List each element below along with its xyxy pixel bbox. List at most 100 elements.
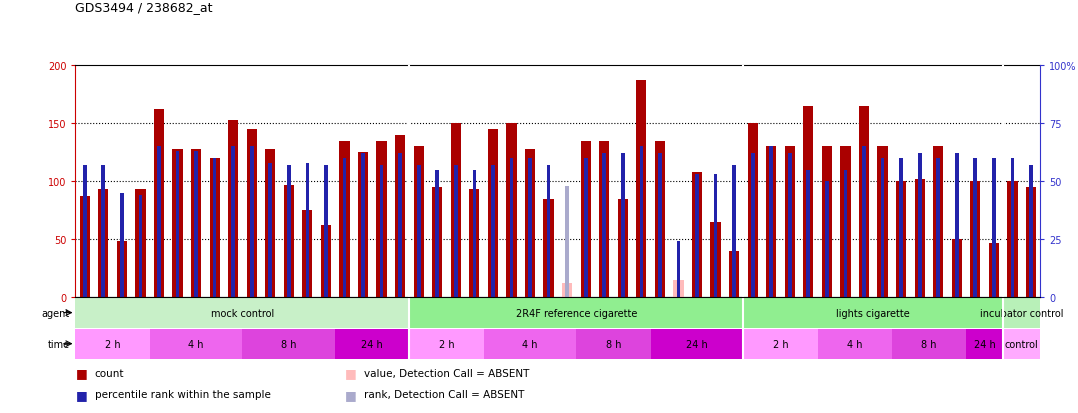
Bar xyxy=(710,222,721,297)
Bar xyxy=(732,166,736,297)
Bar xyxy=(955,154,958,297)
Bar xyxy=(937,159,940,297)
Text: percentile rank within the sample: percentile rank within the sample xyxy=(95,389,271,399)
Text: agent: agent xyxy=(42,308,70,318)
Bar xyxy=(621,154,624,297)
Bar xyxy=(528,159,531,297)
Bar xyxy=(340,141,349,297)
Bar xyxy=(636,81,647,297)
Text: ■: ■ xyxy=(75,366,87,379)
Bar xyxy=(677,242,680,297)
Bar xyxy=(98,190,109,297)
Bar xyxy=(599,141,609,297)
Bar xyxy=(618,199,627,297)
Bar xyxy=(750,154,755,297)
Bar xyxy=(744,298,1004,328)
Bar xyxy=(432,188,442,297)
Bar xyxy=(232,147,235,297)
Bar xyxy=(379,166,384,297)
Bar xyxy=(973,159,977,297)
Bar xyxy=(714,175,718,297)
Bar xyxy=(287,166,291,297)
Bar xyxy=(992,159,996,297)
Bar xyxy=(469,190,480,297)
Bar xyxy=(859,107,869,297)
Bar xyxy=(841,147,851,297)
Bar xyxy=(358,153,369,297)
Bar xyxy=(209,159,220,297)
Bar xyxy=(194,152,198,297)
Bar xyxy=(547,166,551,297)
Bar xyxy=(565,186,569,297)
Bar xyxy=(881,159,884,297)
Bar xyxy=(1007,182,1018,297)
Text: value, Detection Call = ABSENT: value, Detection Call = ABSENT xyxy=(364,368,529,378)
Text: 2 h: 2 h xyxy=(773,339,788,349)
Bar xyxy=(154,110,164,297)
Bar xyxy=(75,298,410,328)
Bar xyxy=(695,175,699,297)
Bar xyxy=(507,124,516,297)
Bar xyxy=(914,179,925,297)
Text: 2 h: 2 h xyxy=(439,339,454,349)
Bar xyxy=(821,147,832,297)
Bar xyxy=(803,107,814,297)
Bar xyxy=(584,159,588,297)
Bar xyxy=(654,141,665,297)
Bar xyxy=(75,329,150,358)
Text: rank, Detection Call = ABSENT: rank, Detection Call = ABSENT xyxy=(364,389,525,399)
Bar xyxy=(692,173,702,297)
Bar xyxy=(361,154,364,297)
Text: GDS3494 / 238682_at: GDS3494 / 238682_at xyxy=(75,2,213,14)
Text: 4 h: 4 h xyxy=(847,339,862,349)
Text: ■: ■ xyxy=(345,388,357,401)
Bar xyxy=(896,182,907,297)
Bar xyxy=(212,159,217,297)
Bar xyxy=(562,283,572,297)
Bar xyxy=(376,141,387,297)
Bar xyxy=(989,243,999,297)
Text: 2 h: 2 h xyxy=(105,339,121,349)
Bar xyxy=(101,166,106,297)
Bar xyxy=(817,329,892,358)
Text: ■: ■ xyxy=(345,366,357,379)
Bar xyxy=(892,329,966,358)
Bar xyxy=(488,130,498,297)
Bar xyxy=(410,298,744,328)
Bar xyxy=(414,147,424,297)
Bar xyxy=(1026,188,1036,297)
Bar xyxy=(862,147,866,297)
Bar xyxy=(1010,159,1014,297)
Bar xyxy=(172,150,182,297)
Bar xyxy=(83,166,86,297)
Text: 8 h: 8 h xyxy=(922,339,937,349)
Text: count: count xyxy=(95,368,124,378)
Bar xyxy=(247,130,257,297)
Bar xyxy=(176,152,179,297)
Bar xyxy=(305,163,309,297)
Bar xyxy=(744,329,817,358)
Bar xyxy=(454,166,458,297)
Bar xyxy=(139,196,142,297)
Bar xyxy=(302,211,313,297)
Bar xyxy=(150,329,243,358)
Bar xyxy=(581,141,591,297)
Text: 2R4F reference cigarette: 2R4F reference cigarette xyxy=(515,308,637,318)
Bar xyxy=(250,147,253,297)
Bar xyxy=(472,170,476,297)
Bar xyxy=(116,242,127,297)
Text: 8 h: 8 h xyxy=(606,339,621,349)
Bar xyxy=(510,159,513,297)
Bar xyxy=(844,170,847,297)
Bar xyxy=(321,225,331,297)
Bar xyxy=(639,147,644,297)
Bar xyxy=(191,150,202,297)
Bar xyxy=(970,182,980,297)
Bar xyxy=(265,150,275,297)
Bar xyxy=(395,135,405,297)
Bar xyxy=(766,147,776,297)
Text: lights cigarette: lights cigarette xyxy=(837,308,910,318)
Bar xyxy=(398,154,402,297)
Text: 24 h: 24 h xyxy=(686,339,708,349)
Bar xyxy=(934,147,943,297)
